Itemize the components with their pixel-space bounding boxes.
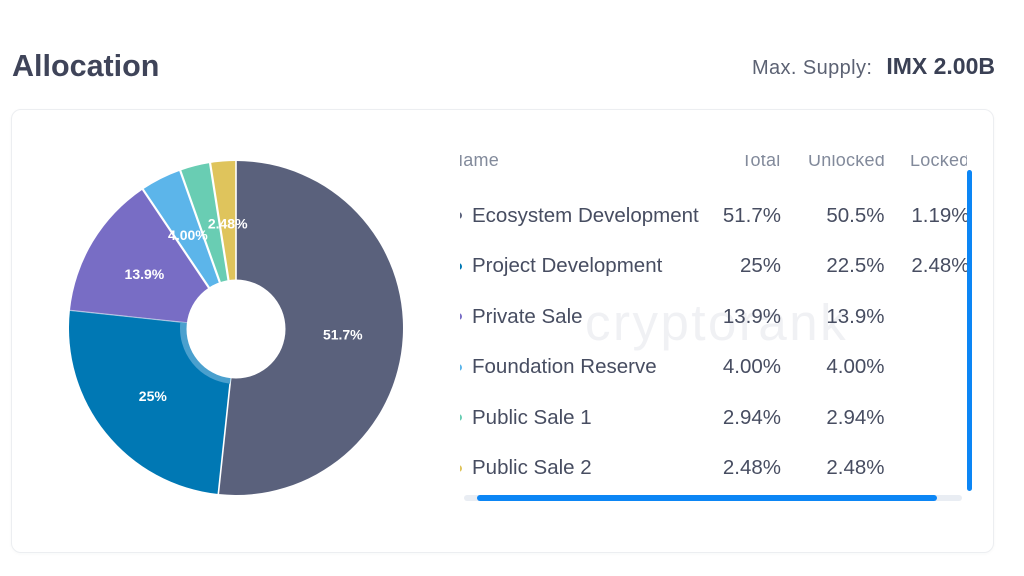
- svg-text:51.7%: 51.7%: [323, 327, 363, 343]
- svg-text:2.48%: 2.48%: [208, 215, 248, 231]
- svg-text:13.9%: 13.9%: [125, 266, 165, 282]
- svg-text:25%: 25%: [139, 388, 168, 404]
- svg-text:4.00%: 4.00%: [168, 227, 208, 243]
